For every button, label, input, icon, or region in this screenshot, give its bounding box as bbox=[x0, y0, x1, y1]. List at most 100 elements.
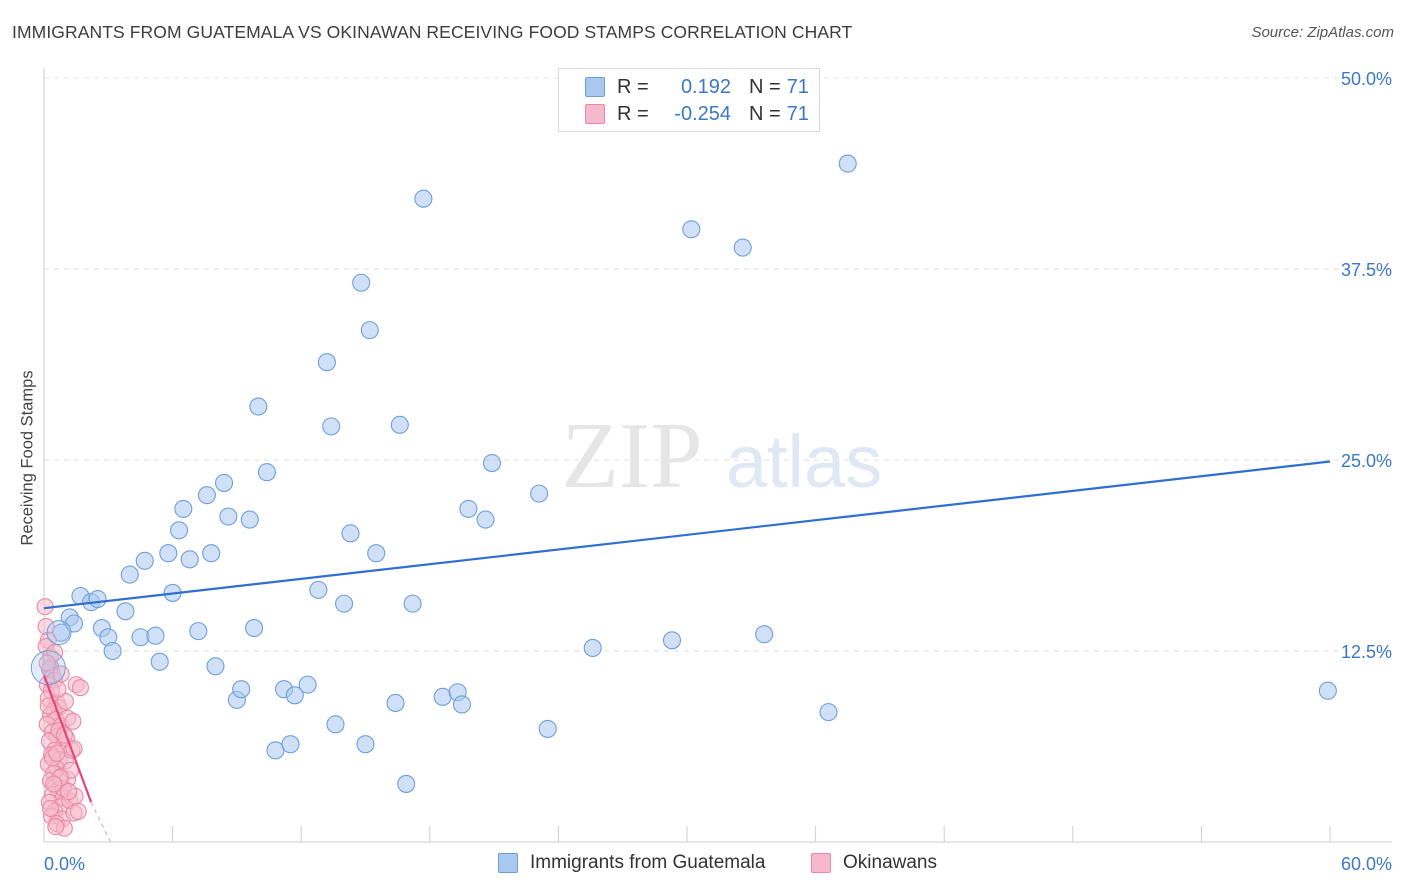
point-guatemala bbox=[257, 463, 276, 482]
point-guatemala bbox=[682, 220, 701, 239]
point-guatemala bbox=[146, 626, 165, 645]
point-guatemala bbox=[150, 652, 169, 671]
point-guatemala-cluster bbox=[46, 620, 72, 646]
x-tick-label-max: 60.0% bbox=[1341, 854, 1392, 874]
grid-lines bbox=[44, 77, 1392, 652]
point-guatemala bbox=[322, 417, 341, 436]
trend-line-okinawans bbox=[42, 675, 93, 803]
point-guatemala bbox=[755, 625, 774, 644]
point-guatemala bbox=[180, 550, 199, 569]
point-guatemala bbox=[197, 486, 216, 505]
stats-n-label: N = bbox=[749, 75, 781, 98]
point-guatemala bbox=[530, 484, 549, 503]
point-guatemala bbox=[482, 454, 502, 473]
point-guatemala bbox=[317, 353, 336, 372]
legend-swatch-guatemala bbox=[498, 853, 518, 873]
point-guatemala bbox=[433, 687, 452, 706]
point-guatemala bbox=[356, 735, 375, 754]
legend-swatch-okinawans bbox=[811, 853, 831, 873]
point-guatemala bbox=[240, 510, 259, 529]
point-okinawans bbox=[47, 818, 65, 836]
point-guatemala bbox=[838, 154, 857, 173]
source-label: Source: ZipAtlas.com bbox=[1251, 24, 1394, 41]
stats-n-value: 71 bbox=[786, 75, 809, 98]
y-tick-label: 12.5% bbox=[1341, 642, 1392, 662]
point-guatemala bbox=[281, 735, 300, 754]
point-guatemala bbox=[169, 521, 189, 540]
point-guatemala bbox=[309, 580, 328, 599]
point-guatemala bbox=[214, 473, 234, 492]
point-guatemala bbox=[819, 703, 838, 722]
watermark-atlas: atlas bbox=[726, 420, 882, 503]
point-guatemala bbox=[459, 499, 478, 518]
point-guatemala bbox=[326, 715, 345, 734]
point-guatemala bbox=[116, 602, 135, 621]
stats-row-guatemala: R = 0.192 N = 71 bbox=[585, 76, 809, 98]
stats-swatch-okinawans bbox=[585, 104, 605, 124]
point-guatemala bbox=[390, 415, 409, 434]
stats-n-label: N = bbox=[749, 102, 781, 125]
tick-labels: 12.5% 25.0% 37.5% 50.0% 0.0% 60.0% bbox=[44, 69, 1392, 874]
stats-r-label: R = bbox=[617, 102, 649, 125]
point-guatemala bbox=[367, 544, 386, 563]
point-guatemala bbox=[206, 657, 225, 676]
legend-item-guatemala[interactable]: Immigrants from Guatemala bbox=[498, 852, 765, 874]
point-guatemala bbox=[266, 741, 285, 760]
trend-line-okinawans-extension bbox=[90, 802, 111, 843]
point-guatemala bbox=[583, 638, 602, 657]
point-guatemala bbox=[341, 524, 360, 543]
point-guatemala bbox=[135, 551, 154, 570]
legend-item-okinawans[interactable]: Okinawans bbox=[811, 852, 937, 874]
point-guatemala bbox=[120, 565, 139, 584]
stats-r-value: -0.254 bbox=[674, 102, 731, 125]
point-okinawans bbox=[41, 799, 59, 817]
axes bbox=[43, 68, 1392, 843]
point-guatemala bbox=[131, 628, 150, 647]
point-okinawans bbox=[56, 692, 74, 710]
point-guatemala bbox=[189, 622, 208, 641]
y-tick-label: 50.0% bbox=[1341, 69, 1392, 89]
point-okinawans bbox=[60, 783, 78, 801]
point-guatemala bbox=[244, 619, 264, 638]
point-guatemala bbox=[352, 273, 371, 292]
y-tick-label: 37.5% bbox=[1341, 260, 1392, 280]
point-guatemala bbox=[1318, 681, 1337, 700]
point-guatemala bbox=[174, 499, 193, 518]
point-guatemala bbox=[202, 544, 221, 563]
point-okinawans bbox=[69, 802, 87, 820]
point-guatemala bbox=[298, 675, 317, 694]
point-guatemala bbox=[249, 397, 268, 416]
point-guatemala bbox=[232, 680, 251, 699]
point-guatemala bbox=[733, 238, 752, 257]
stats-r-value: 0.192 bbox=[680, 75, 731, 98]
point-guatemala bbox=[476, 510, 495, 529]
legend-label-guatemala: Immigrants from Guatemala bbox=[530, 852, 766, 873]
stats-legend: R = 0.192 N = 71 R = -0.254 N = 71 bbox=[558, 68, 820, 132]
x-tick-label-min: 0.0% bbox=[44, 854, 85, 874]
point-guatemala bbox=[452, 695, 472, 714]
point-okinawans bbox=[64, 712, 82, 730]
point-guatemala bbox=[386, 693, 405, 713]
trend-lines bbox=[42, 460, 1331, 843]
stats-r-label: R = bbox=[617, 75, 649, 98]
point-guatemala-cluster bbox=[30, 650, 66, 686]
y-tick-label: 25.0% bbox=[1341, 451, 1392, 471]
legend-label-okinawans: Okinawans bbox=[843, 852, 937, 873]
point-guatemala bbox=[88, 589, 107, 609]
stats-n-value: 71 bbox=[786, 102, 809, 125]
point-guatemala bbox=[414, 189, 433, 208]
point-guatemala bbox=[159, 544, 178, 563]
point-guatemala bbox=[52, 623, 71, 642]
chart-title: IMMIGRANTS FROM GUATEMALA VS OKINAWAN RE… bbox=[12, 22, 853, 42]
point-okinawans bbox=[38, 654, 56, 672]
point-guatemala bbox=[403, 594, 422, 613]
watermark: ZIP atlas bbox=[562, 404, 883, 508]
series-legend: Immigrants from Guatemala Okinawans bbox=[0, 850, 1406, 878]
stats-row-okinawans: R = -0.254 N = 71 bbox=[585, 103, 809, 125]
point-guatemala bbox=[538, 719, 557, 738]
point-okinawans bbox=[48, 744, 66, 762]
point-guatemala bbox=[662, 631, 682, 650]
point-guatemala bbox=[335, 594, 354, 613]
point-guatemala bbox=[219, 507, 238, 526]
